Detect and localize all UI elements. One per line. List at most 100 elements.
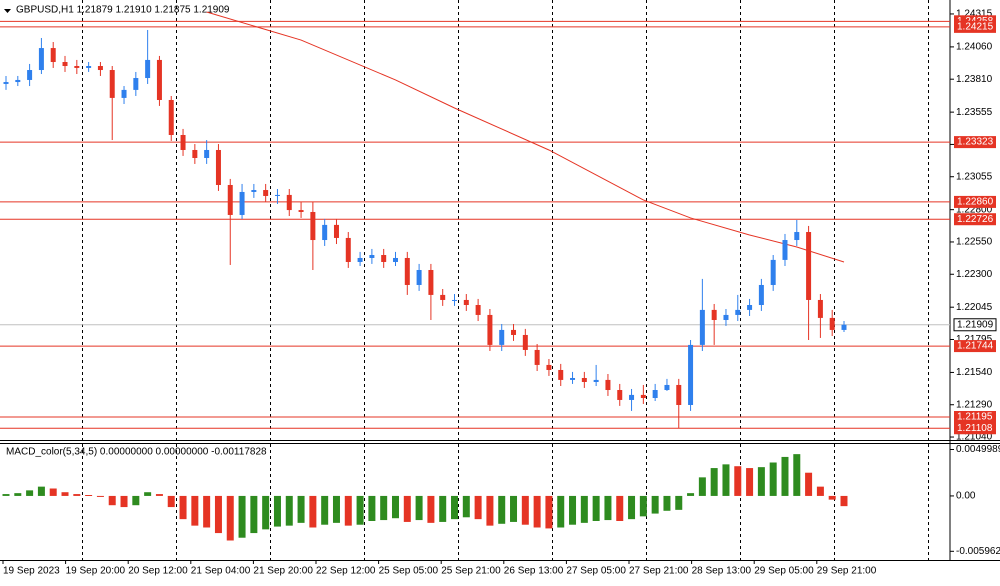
- candle-body: [322, 224, 328, 241]
- macd-bar: [415, 495, 423, 521]
- macd-bar: [403, 495, 411, 522]
- candle-body: [381, 255, 387, 262]
- macd-bar: [805, 472, 813, 496]
- candle-body: [62, 62, 68, 67]
- macd-bar: [604, 495, 612, 521]
- candle-body: [204, 149, 210, 158]
- macd-bar: [462, 495, 470, 518]
- macd-bar: [533, 495, 541, 528]
- macd-bar: [309, 495, 317, 528]
- macd-bar: [474, 495, 482, 520]
- candle-body: [546, 364, 552, 370]
- macd-bar: [191, 495, 199, 526]
- x-tick-label: 22 Sep 12:00: [316, 566, 376, 577]
- level-label: 1.22726: [957, 214, 994, 225]
- macd-bar: [120, 495, 128, 508]
- candle-body: [192, 149, 198, 158]
- candle-body: [392, 257, 398, 262]
- macd-bar: [816, 486, 824, 496]
- candle-body: [357, 257, 363, 262]
- level-label-bg: [954, 20, 996, 33]
- candle-body: [215, 149, 221, 185]
- y-tick-label: 1.21290: [956, 399, 993, 410]
- macd-bar: [757, 467, 765, 496]
- y-tick-label: 1.21540: [956, 367, 993, 378]
- candle-body: [145, 59, 151, 79]
- candle-body: [522, 334, 528, 350]
- candle-body: [629, 394, 635, 400]
- y-tick-label: 1.22045: [956, 302, 993, 313]
- candle-body: [440, 294, 446, 300]
- price-label-bg: [953, 318, 997, 332]
- macd-bar: [2, 494, 10, 496]
- candle-body: [475, 305, 481, 315]
- candle-body: [688, 344, 694, 405]
- macd-bar: [61, 492, 69, 496]
- x-tick-label: 29 Sep 05:00: [754, 566, 814, 577]
- level-label-bg: [954, 422, 996, 435]
- macd-bar: [675, 495, 683, 510]
- macd-bar: [108, 495, 116, 506]
- candle-body: [640, 394, 646, 399]
- x-tick-label: 19 Sep 2023: [3, 566, 60, 577]
- macd-bar: [592, 495, 600, 521]
- macd-bar: [167, 495, 175, 508]
- macd-bar: [344, 495, 352, 526]
- macd-bar: [769, 462, 777, 496]
- candle-body: [239, 191, 245, 215]
- candle-body: [581, 377, 587, 382]
- x-tick-label: 20 Sep 12:00: [128, 566, 188, 577]
- candle-body: [428, 269, 434, 295]
- x-tick-label: 19 Sep 20:00: [66, 566, 126, 577]
- candle-body: [416, 269, 422, 285]
- candle-body: [570, 377, 576, 380]
- macd-bar: [238, 495, 246, 538]
- macd-bar: [262, 495, 270, 530]
- macd-bar: [203, 495, 211, 528]
- candle-body: [50, 48, 56, 63]
- menu-arrow[interactable]: [4, 9, 11, 13]
- level-label: 1.23323: [957, 137, 994, 148]
- macd-bar: [427, 495, 435, 523]
- macd-bar: [451, 495, 459, 520]
- candle-body: [168, 99, 174, 135]
- macd-bar: [580, 495, 588, 523]
- level-label-bg: [954, 195, 996, 208]
- candle-body: [605, 379, 611, 391]
- macd-bar: [49, 488, 57, 496]
- candle-body: [770, 259, 776, 285]
- level-label: 1.21195: [957, 412, 993, 423]
- x-tick-label: 21 Sep 20:00: [253, 566, 313, 577]
- x-tick-label: 21 Sep 04:00: [191, 566, 251, 577]
- level-label: 1.24215: [957, 22, 994, 33]
- candle-body: [38, 48, 44, 71]
- candle-body: [794, 232, 800, 241]
- macd-bar: [545, 495, 553, 529]
- macd-bar: [297, 495, 305, 523]
- macd-bar: [498, 495, 506, 524]
- level-label: 1.21744: [957, 341, 994, 352]
- level-label-bg: [954, 340, 996, 353]
- candle-body: [86, 66, 92, 68]
- candle-body: [227, 184, 233, 215]
- candle-body: [404, 257, 410, 285]
- macd-bar: [651, 495, 659, 514]
- macd-bar: [132, 495, 140, 506]
- macd-bar: [391, 495, 399, 519]
- macd-bar: [321, 495, 329, 525]
- candle-body: [841, 324, 847, 330]
- y-tick-label: 0.0049989: [956, 444, 1000, 455]
- macd-bar: [73, 494, 81, 496]
- level-label: 1.21108: [957, 423, 993, 434]
- macd-bar: [486, 495, 494, 526]
- macd-bar: [226, 495, 234, 541]
- macd-bar: [356, 495, 364, 525]
- x-tick-label: 28 Sep 13:00: [692, 566, 752, 577]
- x-tick-label: 26 Sep 13:00: [504, 566, 564, 577]
- candle-body: [463, 299, 469, 306]
- level-label: 1.22860: [957, 197, 994, 208]
- candle-body: [617, 390, 623, 400]
- candle-body: [27, 70, 33, 80]
